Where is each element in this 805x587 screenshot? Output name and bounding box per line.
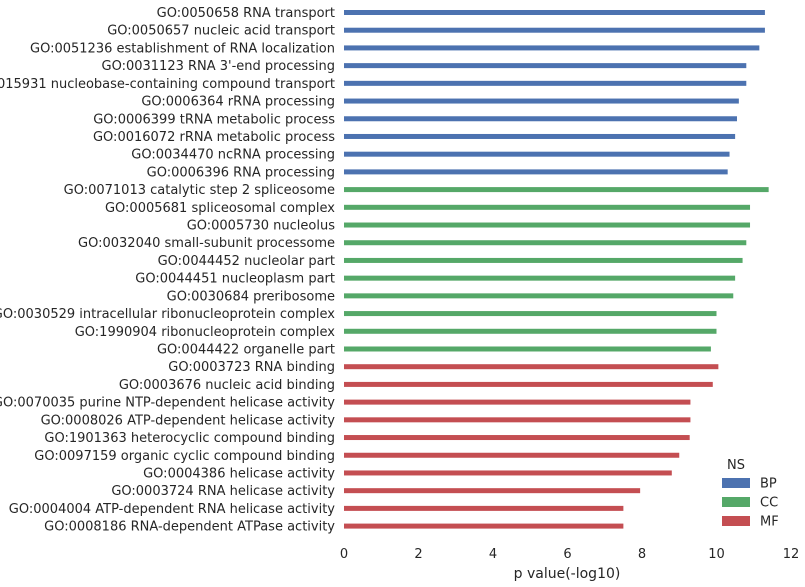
bar — [344, 45, 760, 51]
legend-title: NS — [727, 458, 745, 473]
bar — [344, 169, 728, 175]
bar — [344, 80, 747, 86]
bar — [344, 452, 680, 458]
bar — [344, 523, 624, 529]
bar — [344, 116, 737, 122]
y-tick-label: GO:0008186 RNA-dependent ATPase activity — [44, 520, 335, 535]
y-tick-label: GO:0044422 organelle part — [157, 342, 335, 357]
bar — [344, 328, 717, 334]
bar — [344, 222, 751, 228]
legend-swatch — [722, 497, 750, 507]
y-tick-label: GO:0016072 rRNA metabolic process — [93, 130, 335, 145]
y-tick-label: GO:0051236 establishment of RNA localiza… — [30, 41, 335, 56]
bar — [344, 293, 734, 299]
y-tick-label: GO:0050657 nucleic acid transport — [107, 24, 335, 39]
bar — [344, 98, 739, 104]
bar — [344, 240, 747, 246]
y-tick-label: GO:0032040 small-subunit processome — [78, 236, 335, 251]
y-tick-label: GO:0003724 RNA helicase activity — [111, 484, 335, 499]
x-tick-label: 0 — [340, 547, 348, 562]
y-tick-label: GO:0034470 ncRNA processing — [131, 148, 335, 163]
y-tick-label: GO:0044452 nucleolar part — [158, 254, 335, 269]
x-axis-label: p value(-log10) — [514, 566, 621, 582]
y-tick-label: GO:0071013 catalytic step 2 spliceosome — [64, 183, 335, 198]
bar — [344, 488, 641, 494]
bar — [344, 364, 719, 370]
y-tick-label: GO:0004386 helicase activity — [143, 466, 335, 481]
y-tick-label: GO:0031123 RNA 3'-end processing — [102, 59, 336, 74]
bar — [344, 257, 743, 263]
y-tick-label: GO:0005730 nucleolus — [187, 219, 336, 234]
x-tick-label: 6 — [563, 547, 571, 562]
y-tick-label: GO:0008026 ATP-dependent helicase activi… — [41, 413, 336, 428]
y-axis-labels: GO:0050658 RNA transport GO:0050657 nucle… — [0, 6, 335, 535]
y-tick-label: GO:0044451 nucleoplasm part — [135, 272, 335, 287]
y-tick-label: GO:0003723 RNA binding — [168, 360, 335, 375]
legend: NS BP CC MF — [722, 458, 779, 530]
bar — [344, 63, 747, 69]
x-tick-label: 4 — [489, 547, 497, 562]
bar — [344, 151, 730, 157]
y-tick-label: GO:0030684 preribosome — [167, 289, 335, 304]
x-axis-ticks: 0 2 4 6 8 10 12 — [340, 547, 799, 562]
y-tick-label: GO:0004004 ATP-dependent RNA helicase ac… — [9, 502, 336, 517]
bar — [344, 27, 765, 33]
y-tick-label: GO:0070035 purine NTP-dependent helicase… — [0, 396, 335, 411]
y-tick-label: GO:0006399 tRNA metabolic process — [93, 112, 335, 127]
bar — [344, 187, 769, 193]
y-tick-label: GO:0006396 RNA processing — [147, 165, 335, 180]
legend-label: BP — [760, 477, 777, 492]
bar — [344, 470, 672, 476]
y-tick-label: GO:0005681 spliceosomal complex — [105, 201, 335, 216]
y-tick-label: GO:1901363 heterocyclic compound binding — [44, 431, 335, 446]
y-tick-label: GO:0097159 organic cyclic compound bindi… — [34, 449, 335, 464]
y-tick-label: GO:0006364 rRNA processing — [141, 95, 335, 110]
x-tick-label: 2 — [414, 547, 422, 562]
bar — [344, 505, 624, 511]
bar — [344, 311, 717, 317]
bar — [344, 133, 736, 139]
bar — [344, 275, 736, 281]
legend-swatch — [722, 478, 750, 488]
legend-label: CC — [760, 496, 778, 511]
y-tick-label: GO:0015931 nucleobase-containing compoun… — [0, 77, 335, 92]
bar — [344, 435, 690, 441]
bar — [344, 204, 751, 210]
x-tick-label: 10 — [708, 547, 725, 562]
bar — [344, 346, 711, 352]
x-tick-label: 8 — [638, 547, 646, 562]
bar — [344, 10, 765, 15]
bars-layer — [344, 10, 769, 529]
legend-label: MF — [760, 515, 779, 530]
bar — [344, 381, 713, 387]
bar — [344, 399, 691, 405]
y-tick-label: GO:0050658 RNA transport — [157, 6, 335, 21]
bar — [344, 417, 691, 423]
legend-swatch — [722, 516, 750, 526]
y-tick-label: GO:0030529 intracellular ribonucleoprote… — [0, 307, 335, 322]
y-tick-label: GO:0003676 nucleic acid binding — [119, 378, 335, 393]
y-tick-label: GO:1990904 ribonucleoprotein complex — [75, 325, 336, 340]
x-tick-label: 12 — [783, 547, 800, 562]
